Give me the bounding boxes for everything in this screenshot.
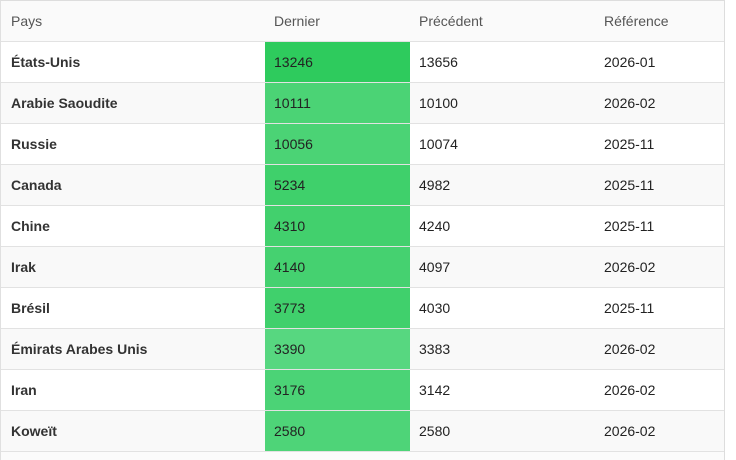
reference-date-cell: 2025-11 <box>604 218 655 234</box>
reference-date-cell: 2025-11 <box>604 177 655 193</box>
reference-date-cell: 2026-02 <box>604 382 656 398</box>
reference-date-cell: 2026-02 <box>604 95 656 111</box>
country-link[interactable]: Brésil <box>11 300 50 316</box>
precedent-value-cell: 3383 <box>419 341 451 357</box>
reference-date-cell: 2026-01 <box>604 54 656 70</box>
reference-date-cell: 2025-11 <box>604 136 655 152</box>
reference-date-cell: 2026-02 <box>604 341 656 357</box>
table-row: Chine 4310 4240 2025-11 <box>1 206 724 247</box>
country-link[interactable]: Irak <box>11 259 36 275</box>
table-row: Émirats Arabes Unis 3390 3383 2026-02 <box>1 329 724 370</box>
table-row: Koweït 2580 2580 2026-02 <box>1 411 724 452</box>
table-row: Russie 10056 10074 2025-11 <box>1 124 724 165</box>
dernier-value-cell: 3773 <box>265 288 410 328</box>
dernier-value-cell: 3390 <box>265 329 410 369</box>
precedent-value-cell: 10100 <box>419 95 458 111</box>
table-row: Brésil 3773 4030 2025-11 <box>1 288 724 329</box>
partial-row-cutoff <box>1 452 724 460</box>
table-row: Iran 3176 3142 2026-02 <box>1 370 724 411</box>
country-link[interactable]: Russie <box>11 136 57 152</box>
precedent-value-cell: 13656 <box>419 54 458 70</box>
table-body: États-Unis 13246 13656 2026-01 Arabie Saoudi… <box>1 42 724 452</box>
precedent-value-cell: 10074 <box>419 136 458 152</box>
country-link[interactable]: Émirats Arabes Unis <box>11 341 148 357</box>
precedent-value-cell: 4240 <box>419 218 451 234</box>
dernier-value-cell: 5234 <box>265 165 410 205</box>
column-header-dernier[interactable]: Dernier <box>274 13 320 29</box>
dernier-value-cell: 13246 <box>265 42 410 82</box>
reference-date-cell: 2026-02 <box>604 423 656 439</box>
table-row: Canada 5234 4982 2025-11 <box>1 165 724 206</box>
column-header-reference[interactable]: Référence <box>604 13 669 29</box>
table-row: États-Unis 13246 13656 2026-01 <box>1 42 724 83</box>
table-header-row: Pays Dernier Précédent Référence <box>1 1 724 42</box>
table-row: Irak 4140 4097 2026-02 <box>1 247 724 288</box>
reference-date-cell: 2026-02 <box>604 259 656 275</box>
table-row: Arabie Saoudite 10111 10100 2026-02 <box>1 83 724 124</box>
precedent-value-cell: 3142 <box>419 382 451 398</box>
country-link[interactable]: Canada <box>11 177 62 193</box>
dernier-value-cell: 4140 <box>265 247 410 287</box>
precedent-value-cell: 4982 <box>419 177 451 193</box>
dernier-value-cell: 2580 <box>265 411 410 451</box>
country-link[interactable]: Koweït <box>11 423 57 439</box>
country-link[interactable]: Arabie Saoudite <box>11 95 118 111</box>
reference-date-cell: 2025-11 <box>604 300 655 316</box>
country-link[interactable]: États-Unis <box>11 54 81 70</box>
country-link[interactable]: Iran <box>11 382 37 398</box>
column-header-precedent[interactable]: Précédent <box>419 13 483 29</box>
precedent-value-cell: 4097 <box>419 259 451 275</box>
dernier-value-cell: 3176 <box>265 370 410 410</box>
column-header-pays[interactable]: Pays <box>11 13 43 29</box>
dernier-value-cell: 10111 <box>265 83 410 123</box>
country-link[interactable]: Chine <box>11 218 50 234</box>
dernier-value-cell: 10056 <box>265 124 410 164</box>
dernier-value-cell: 4310 <box>265 206 410 246</box>
precedent-value-cell: 4030 <box>419 300 451 316</box>
precedent-value-cell: 2580 <box>419 423 451 439</box>
